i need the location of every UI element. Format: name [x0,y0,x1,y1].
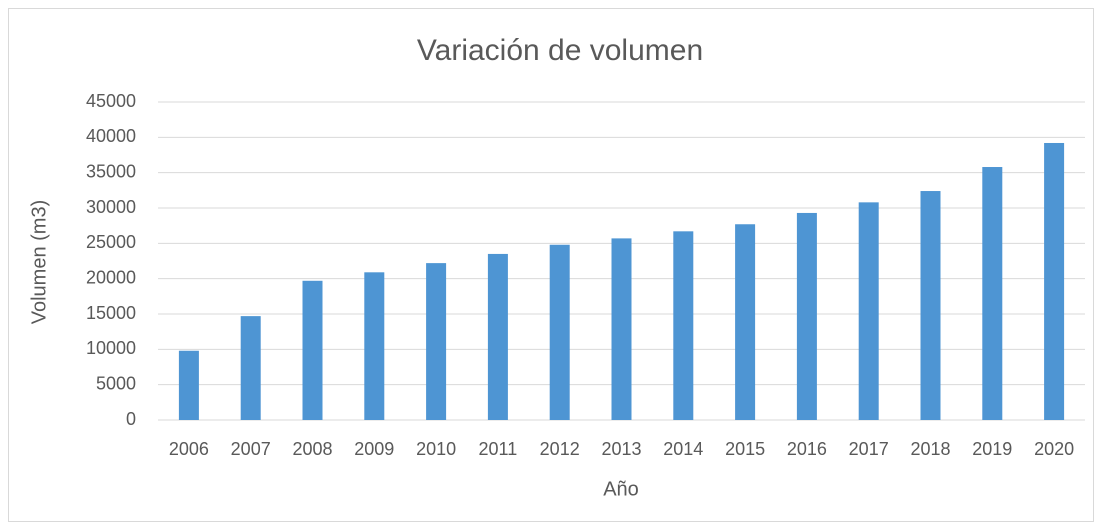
x-tick-label: 2018 [910,439,950,459]
x-tick-label: 2009 [354,439,394,459]
x-tick-label: 2010 [416,439,456,459]
y-tick-label: 45000 [86,91,136,111]
x-tick-label: 2016 [787,439,827,459]
chart-title: Variación de volumen [417,34,703,67]
bar [302,280,323,420]
x-tick-label: 2020 [1034,439,1074,459]
x-tick-label: 2008 [292,439,332,459]
bar [796,212,817,420]
x-tick-label: 2012 [540,439,580,459]
bar [858,202,879,420]
y-tick-label: 30000 [86,197,136,217]
x-tick-label: 2007 [231,439,271,459]
bar [549,244,570,420]
x-tick-label: 2011 [479,439,518,459]
x-tick-label: 2015 [725,439,765,459]
y-tick-label: 5000 [96,373,136,393]
bar [611,238,632,420]
y-tick-label: 35000 [86,161,136,181]
bar [178,350,199,420]
bar [1044,142,1065,420]
x-tick-label: 2006 [169,439,209,459]
x-tick-label: 2019 [972,439,1012,459]
bar [240,316,261,420]
bar [426,263,447,420]
y-axis-title: Volumen (m3) [28,200,50,325]
bar [364,272,385,420]
y-tick-label: 20000 [86,267,136,287]
x-tick-label: 2013 [601,439,641,459]
x-tick-label: 2017 [849,439,889,459]
bar [735,224,756,420]
bar [920,191,941,420]
y-tick-label: 15000 [86,303,136,323]
x-axis-title: Año [603,478,639,500]
x-tick-label: 2014 [663,439,703,459]
y-tick-label: 25000 [86,232,136,252]
bar [673,231,694,420]
y-tick-label: 10000 [86,338,136,358]
bar [487,253,508,420]
y-tick-label: 40000 [86,126,136,146]
y-tick-label: 0 [126,409,136,429]
bar [982,167,1003,420]
